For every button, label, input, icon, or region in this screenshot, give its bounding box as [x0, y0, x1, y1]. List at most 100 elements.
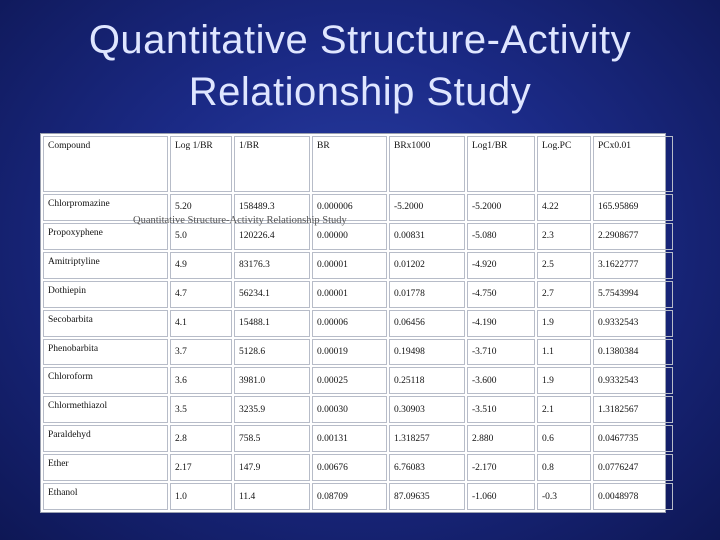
table-cell: 0.01202: [389, 251, 465, 279]
compound-name-cell: Chlormethiazol: [43, 396, 168, 424]
table-cell: 3.1622777: [593, 251, 673, 279]
table-cell: -4.750: [467, 280, 535, 308]
table-cell: 0.00131: [312, 425, 387, 453]
table-cell: 0.8: [537, 454, 591, 482]
table-cell: 0.19498: [389, 338, 465, 366]
table-cell: 0.00019: [312, 338, 387, 366]
table-cell: 5.20: [170, 194, 232, 221]
table-cell: -2.170: [467, 454, 535, 482]
table-cell: 0.9332543: [593, 367, 673, 395]
table-cell: 2.3: [537, 222, 591, 250]
compound-name-cell: Dothiepin: [43, 280, 168, 308]
table-cell: 2.8: [170, 425, 232, 453]
table-cell: 158489.3: [234, 194, 310, 221]
compound-name-cell: Chloroform: [43, 367, 168, 395]
table-cell: 0.00676: [312, 454, 387, 482]
table-cell: 0.00025: [312, 367, 387, 395]
table-cell: 1.1: [537, 338, 591, 366]
slide-title-line-2: Relationship Study: [188, 70, 532, 114]
table-cell: 0.6: [537, 425, 591, 453]
table-cell: 4.7: [170, 280, 232, 308]
table-cell: 83176.3: [234, 251, 310, 279]
table-cell: 3235.9: [234, 396, 310, 424]
table-row: Amitriptyline 4.9 83176.3 0.00001 0.01202 -4.…: [43, 251, 673, 279]
table-cell: 2.2908677: [593, 222, 673, 250]
table-cell: 5.7543994: [593, 280, 673, 308]
slide-title: Quantitative Structure-Activity Relation…: [0, 14, 720, 118]
table-cell: 4.9: [170, 251, 232, 279]
table-cell: 1.9: [537, 309, 591, 337]
table-row: Propoxyphene 5.0 120226.4 0.00000 0.00831 -5.…: [43, 222, 673, 250]
table-cell: 56234.1: [234, 280, 310, 308]
compound-name-cell: Propoxyphene: [43, 222, 168, 250]
table-cell: 0.06456: [389, 309, 465, 337]
table-cell: 0.00001: [312, 280, 387, 308]
table-header-row: Compound Log 1/BR 1/BR BR BRx1000 Log1/B…: [43, 136, 673, 192]
table-row: Chlormethiazol 3.5 3235.9 0.00030 0.30903 -3.…: [43, 396, 673, 424]
table-cell: 3.7: [170, 338, 232, 366]
table-cell: -3.710: [467, 338, 535, 366]
table-row: Chlorpromazine 5.20 158489.3 0.000006 -5.200…: [43, 194, 673, 221]
column-header: Log.PC: [537, 136, 591, 192]
table-cell: 5.0: [170, 222, 232, 250]
table-cell: 1.0: [170, 483, 232, 510]
table-cell: 0.000006: [312, 194, 387, 221]
table-cell: 2.7: [537, 280, 591, 308]
compound-name-cell: Ethanol: [43, 483, 168, 510]
table-cell: 4.1: [170, 309, 232, 337]
table-row: Chloroform 3.6 3981.0 0.00025 0.25118 -3.600 1…: [43, 367, 673, 395]
compound-name-cell: Secobarbita: [43, 309, 168, 337]
table-cell: 0.00006: [312, 309, 387, 337]
table-row: Dothiepin 4.7 56234.1 0.00001 0.01778 -4.750 2…: [43, 280, 673, 308]
column-header: BR: [312, 136, 387, 192]
column-header: PCx0.01: [593, 136, 673, 192]
table-cell: 0.0776247: [593, 454, 673, 482]
table-cell: 15488.1: [234, 309, 310, 337]
table-row: Phenobarbita 3.7 5128.6 0.00019 0.19498 -3.71…: [43, 338, 673, 366]
table-row: Paraldehyd 2.8 758.5 0.00131 1.318257 2.880 0.…: [43, 425, 673, 453]
table-cell: 165.95869: [593, 194, 673, 221]
table-cell: 1.9: [537, 367, 591, 395]
table-cell: 5128.6: [234, 338, 310, 366]
table-cell: 147.9: [234, 454, 310, 482]
table-cell: 3981.0: [234, 367, 310, 395]
slide-title-line-1: Quantitative Structure-Activity: [88, 18, 632, 62]
table-cell: -3.600: [467, 367, 535, 395]
table-cell: 6.76083: [389, 454, 465, 482]
column-header: Compound: [43, 136, 168, 192]
table-cell: 1.3182567: [593, 396, 673, 424]
compound-name-cell: Phenobarbita: [43, 338, 168, 366]
table-cell: 0.0467735: [593, 425, 673, 453]
table-cell: 0.01778: [389, 280, 465, 308]
table-cell: 11.4: [234, 483, 310, 510]
column-header: BRx1000: [389, 136, 465, 192]
table-cell: 3.5: [170, 396, 232, 424]
table-cell: 120226.4: [234, 222, 310, 250]
table-cell: -4.920: [467, 251, 535, 279]
table-body: Chlorpromazine 5.20 158489.3 0.000006 -5.200…: [43, 194, 673, 510]
column-header: Log1/BR: [467, 136, 535, 192]
table-cell: -1.060: [467, 483, 535, 510]
table-cell: -5.2000: [389, 194, 465, 221]
table-cell: 4.22: [537, 194, 591, 221]
table-cell: 3.6: [170, 367, 232, 395]
qsar-table-container: Compound Log 1/BR 1/BR BR BRx1000 Log1/B…: [40, 133, 673, 513]
compound-name-cell: Amitriptyline: [43, 251, 168, 279]
compound-name-cell: Paraldehyd: [43, 425, 168, 453]
table-row: Ethanol 1.0 11.4 0.08709 87.09635 -1.060 -0.3 0…: [43, 483, 673, 510]
table-cell: -5.080: [467, 222, 535, 250]
table-cell: -5.2000: [467, 194, 535, 221]
table-cell: 2.1: [537, 396, 591, 424]
table-cell: 0.00030: [312, 396, 387, 424]
table-cell: 1.318257: [389, 425, 465, 453]
table-cell: 0.00831: [389, 222, 465, 250]
table-cell: 0.08709: [312, 483, 387, 510]
compound-name-cell: Chlorpromazine: [43, 194, 168, 221]
table-cell: 0.0048978: [593, 483, 673, 510]
table-row: Ether 2.17 147.9 0.00676 6.76083 -2.170 0.8 0.0…: [43, 454, 673, 482]
table-cell: 0.25118: [389, 367, 465, 395]
compound-name-cell: Ether: [43, 454, 168, 482]
table-cell: 2.5: [537, 251, 591, 279]
qsar-data-table: Compound Log 1/BR 1/BR BR BRx1000 Log1/B…: [41, 134, 675, 512]
table-cell: 87.09635: [389, 483, 465, 510]
